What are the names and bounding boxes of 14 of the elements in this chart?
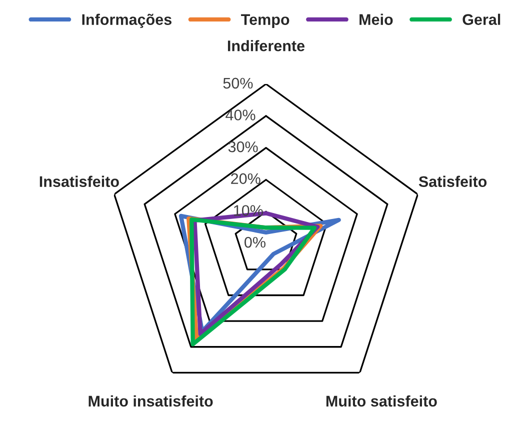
legend-label: Informações [82,14,172,28]
spoke-label: Satisfeito [418,176,487,188]
spoke-label: Muito insatisfeito [88,395,213,407]
y-tick-label: 40% [226,110,256,120]
spoke-label: Muito satisfeito [326,395,437,407]
legend-label: Meio [360,14,393,25]
spoke-label: Indiferente [228,40,305,52]
y-tick-label: 0% [244,236,266,248]
legend-label: Geral [462,14,500,25]
y-tick-label: 50% [223,78,253,89]
spoke-label: Insatisfeito [40,176,119,188]
y-tick-label: 30% [228,141,258,152]
legend-label: Tempo [241,14,290,28]
y-tick-label: 20% [231,173,260,184]
